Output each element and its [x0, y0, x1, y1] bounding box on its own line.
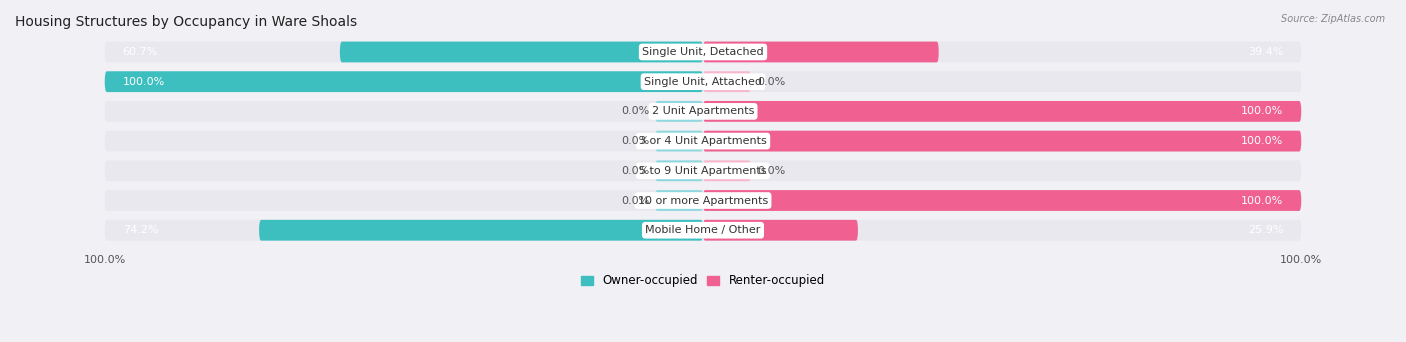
Text: 5 to 9 Unit Apartments: 5 to 9 Unit Apartments — [640, 166, 766, 176]
FancyBboxPatch shape — [104, 101, 1302, 122]
Text: 0.0%: 0.0% — [621, 106, 650, 116]
FancyBboxPatch shape — [104, 160, 1302, 181]
FancyBboxPatch shape — [104, 42, 1302, 62]
Text: 39.4%: 39.4% — [1247, 47, 1284, 57]
FancyBboxPatch shape — [104, 220, 1302, 241]
Text: 0.0%: 0.0% — [621, 166, 650, 176]
Text: 100.0%: 100.0% — [122, 77, 165, 87]
FancyBboxPatch shape — [259, 220, 703, 241]
FancyBboxPatch shape — [703, 101, 1302, 122]
Text: Single Unit, Detached: Single Unit, Detached — [643, 47, 763, 57]
Text: Mobile Home / Other: Mobile Home / Other — [645, 225, 761, 235]
Text: 100.0%: 100.0% — [1241, 106, 1284, 116]
FancyBboxPatch shape — [655, 160, 703, 181]
FancyBboxPatch shape — [703, 131, 1302, 152]
Text: 3 or 4 Unit Apartments: 3 or 4 Unit Apartments — [640, 136, 766, 146]
Text: 10 or more Apartments: 10 or more Apartments — [638, 196, 768, 206]
FancyBboxPatch shape — [703, 190, 1302, 211]
FancyBboxPatch shape — [104, 71, 703, 92]
Text: Source: ZipAtlas.com: Source: ZipAtlas.com — [1281, 14, 1385, 24]
Text: 2 Unit Apartments: 2 Unit Apartments — [652, 106, 754, 116]
Text: 0.0%: 0.0% — [621, 136, 650, 146]
Text: Single Unit, Attached: Single Unit, Attached — [644, 77, 762, 87]
FancyBboxPatch shape — [703, 220, 858, 241]
FancyBboxPatch shape — [703, 71, 751, 92]
FancyBboxPatch shape — [655, 101, 703, 122]
Text: 0.0%: 0.0% — [756, 166, 785, 176]
FancyBboxPatch shape — [104, 190, 1302, 211]
Text: 25.9%: 25.9% — [1247, 225, 1284, 235]
FancyBboxPatch shape — [703, 160, 751, 181]
Text: 100.0%: 100.0% — [1241, 196, 1284, 206]
Text: 0.0%: 0.0% — [756, 77, 785, 87]
FancyBboxPatch shape — [655, 131, 703, 152]
FancyBboxPatch shape — [104, 71, 1302, 92]
Text: 100.0%: 100.0% — [1241, 136, 1284, 146]
FancyBboxPatch shape — [340, 42, 703, 62]
Text: 60.7%: 60.7% — [122, 47, 157, 57]
Legend: Owner-occupied, Renter-occupied: Owner-occupied, Renter-occupied — [576, 270, 830, 292]
Text: 0.0%: 0.0% — [621, 196, 650, 206]
FancyBboxPatch shape — [703, 42, 939, 62]
FancyBboxPatch shape — [655, 190, 703, 211]
FancyBboxPatch shape — [104, 131, 1302, 152]
Text: 74.2%: 74.2% — [122, 225, 159, 235]
Text: Housing Structures by Occupancy in Ware Shoals: Housing Structures by Occupancy in Ware … — [15, 15, 357, 29]
